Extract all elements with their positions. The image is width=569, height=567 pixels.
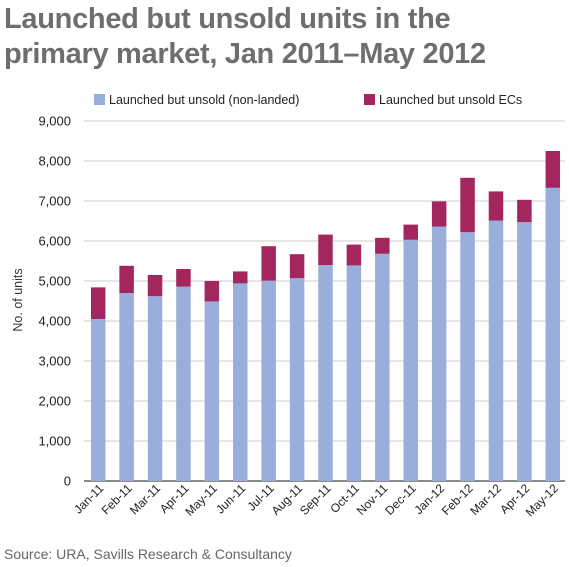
- bar-non-landed: [233, 283, 248, 481]
- title-line-1: Launched but unsold units in the: [4, 3, 451, 35]
- x-tick-label: May-12: [523, 481, 561, 519]
- x-axis-ticks: Jan-11Feb-11Mar-11Apr-11May-11Jun-11Jul-…: [71, 481, 561, 519]
- x-tick-label: Nov-11: [354, 481, 391, 518]
- bar-non-landed: [289, 278, 305, 481]
- legend-swatch-ecs: [364, 94, 375, 105]
- y-tick-label: 1,000: [38, 434, 71, 449]
- bar-non-landed: [375, 253, 390, 481]
- title-line-2: primary market, Jan 2011–May 2012: [4, 38, 486, 70]
- bar-ecs: [176, 269, 191, 287]
- bar-ecs: [90, 287, 106, 319]
- bar-ecs: [517, 199, 532, 223]
- bars: [90, 151, 561, 482]
- chart-title: Launched but unsold units in the primary…: [4, 2, 564, 72]
- bar-ecs: [346, 244, 362, 266]
- legend-label-ecs: Launched but unsold ECs: [379, 93, 522, 107]
- y-axis-ticks: 0 1,000 2,000 3,000 4,000 5,000 6,000 7,000 8,00…: [38, 114, 71, 489]
- y-tick-label: 2,000: [38, 394, 71, 409]
- bar-non-landed: [261, 280, 276, 481]
- source-note: Source: URA, Savills Research & Consulta…: [4, 546, 292, 562]
- x-tick-label: Jun-11: [213, 481, 248, 516]
- bar-ecs: [204, 281, 220, 302]
- y-tick-label: 5,000: [38, 274, 71, 289]
- x-tick-label: Aug-11: [269, 481, 306, 518]
- x-tick-label: Mar-12: [467, 481, 504, 518]
- bar-non-landed: [176, 286, 191, 481]
- bar-non-landed: [488, 220, 504, 481]
- x-tick-label: Feb-11: [99, 481, 135, 517]
- legend-label-non-landed: Launched but unsold (non-landed): [109, 93, 299, 107]
- bar-non-landed: [204, 301, 220, 481]
- bar-ecs: [431, 201, 447, 227]
- bar-ecs: [403, 224, 418, 240]
- x-tick-label: Sep-11: [297, 481, 334, 518]
- x-tick-label: Mar-11: [127, 481, 163, 517]
- bar-non-landed: [119, 293, 134, 481]
- y-tick-label: 8,000: [38, 154, 71, 169]
- bar-ecs: [289, 254, 305, 279]
- y-tick-label: 4,000: [38, 314, 71, 329]
- legend: Launched but unsold (non-landed) Launched…: [94, 93, 522, 107]
- bar-non-landed: [517, 222, 532, 481]
- bar-non-landed: [460, 232, 475, 481]
- bar-ecs: [460, 177, 475, 233]
- bar-ecs: [119, 265, 134, 293]
- legend-swatch-non-landed: [94, 94, 105, 105]
- bar-ecs: [318, 234, 333, 265]
- bar-ecs: [545, 151, 561, 188]
- y-tick-label: 9,000: [38, 114, 71, 129]
- x-tick-label: May-11: [182, 481, 220, 519]
- y-tick-label: 3,000: [38, 354, 71, 369]
- bar-ecs: [147, 275, 163, 297]
- y-tick-label: 7,000: [38, 194, 71, 209]
- bar-ecs: [375, 237, 390, 254]
- bar-non-landed: [545, 187, 561, 482]
- bar-non-landed: [431, 226, 447, 481]
- y-tick-label: 0: [64, 474, 71, 489]
- x-tick-label: Dec-11: [382, 481, 419, 518]
- bar-non-landed: [90, 319, 106, 481]
- bar-non-landed: [147, 296, 163, 481]
- bar-ecs: [233, 271, 248, 284]
- y-axis-label: No. of units: [11, 268, 25, 331]
- bar-non-landed: [318, 265, 333, 481]
- bar-non-landed: [403, 239, 418, 481]
- y-tick-label: 6,000: [38, 234, 71, 249]
- bar-non-landed: [346, 265, 362, 481]
- bar-ecs: [261, 246, 276, 281]
- bar-ecs: [488, 191, 504, 221]
